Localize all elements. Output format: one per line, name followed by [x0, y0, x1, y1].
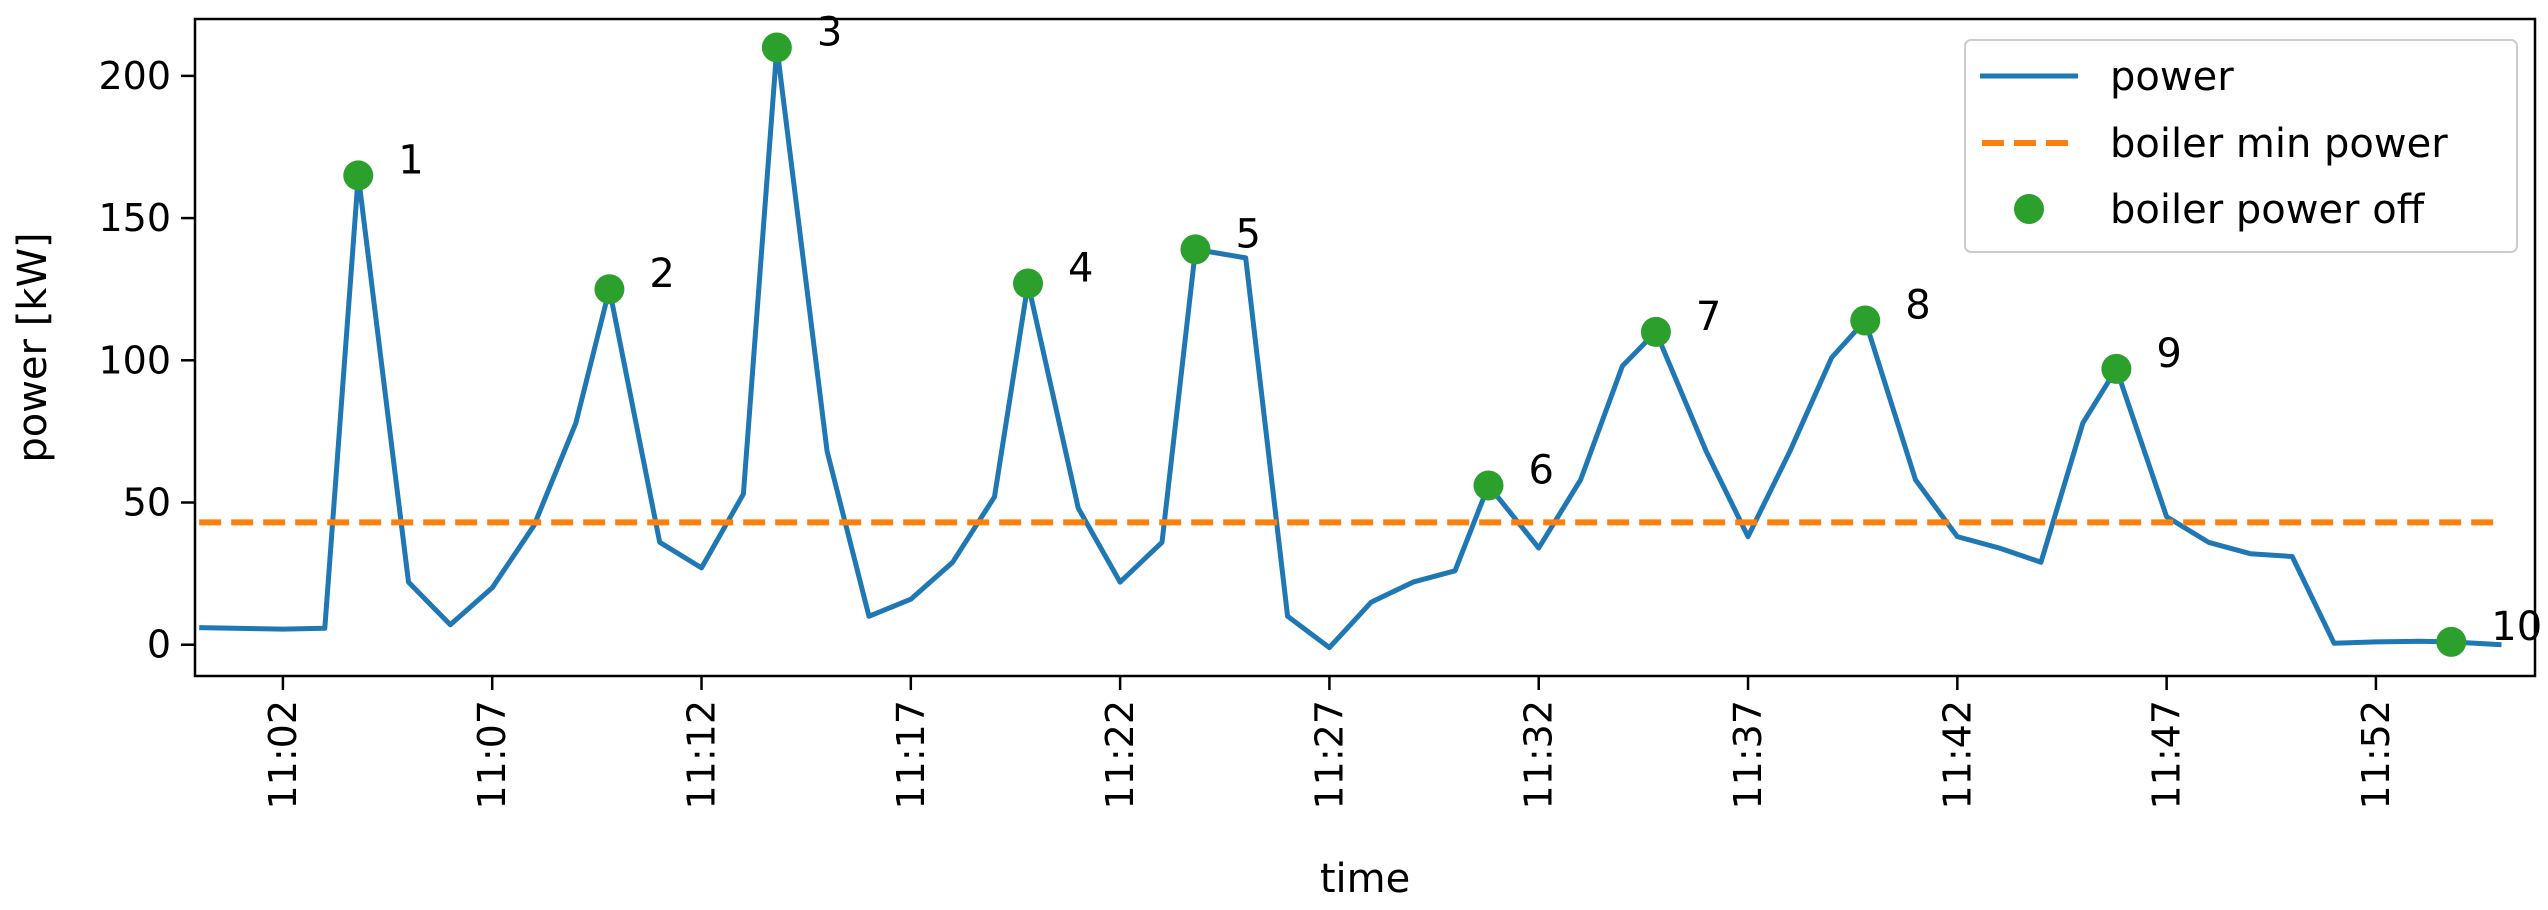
legend-label-boiler-min-power: boiler min power — [2110, 121, 2448, 167]
marker-boiler-power-off-5 — [1180, 234, 1211, 265]
marker-boiler-power-off-10 — [2436, 626, 2467, 657]
x-tick-label-8: 11:42 — [1935, 700, 1979, 810]
marker-label-8: 8 — [1905, 282, 1930, 328]
x-tick-label-10: 11:52 — [2354, 700, 2398, 810]
marker-boiler-power-off-3 — [761, 32, 792, 63]
marker-label-1: 1 — [398, 137, 423, 183]
marker-label-9: 9 — [2156, 331, 2181, 377]
x-tick-label-5: 11:27 — [1307, 700, 1351, 810]
y-axis: 0 50 100 150 200 — [98, 54, 195, 667]
legend-swatch-boiler-power-off — [2014, 194, 2044, 224]
marker-boiler-power-off-9 — [2101, 353, 2132, 384]
y-tick-label-2: 100 — [98, 338, 171, 382]
x-tick-label-6: 11:32 — [1517, 700, 1561, 810]
y-tick-label-3: 150 — [98, 196, 171, 240]
x-tick-label-0: 11:02 — [261, 700, 305, 810]
marker-label-4: 4 — [1068, 246, 1093, 292]
x-tick-label-9: 11:47 — [2145, 700, 2189, 810]
marker-label-3: 3 — [817, 9, 842, 55]
y-tick-label-1: 50 — [123, 481, 171, 525]
legend: power boiler min power boiler power off — [1964, 39, 2518, 253]
marker-label-5: 5 — [1235, 211, 1260, 257]
y-tick-label-0: 0 — [147, 623, 171, 667]
y-tick-label-4: 200 — [98, 54, 171, 98]
x-tick-label-7: 11:37 — [1726, 700, 1770, 810]
plot-frame — [193, 17, 2537, 678]
series-markers: 1 2 3 4 5 6 7 8 9 10 — [343, 9, 2542, 657]
marker-boiler-power-off-1 — [343, 160, 374, 191]
legend-box — [1964, 39, 2518, 253]
legend-label-boiler-power-off: boiler power off — [2110, 187, 2426, 233]
marker-label-2: 2 — [649, 251, 674, 297]
marker-label-10: 10 — [2491, 604, 2542, 650]
marker-boiler-power-off-2 — [594, 274, 625, 305]
x-axis: 11:02 11:07 11:12 11:17 11:22 11:27 11:32 11:37… — [261, 676, 2398, 810]
marker-boiler-power-off-8 — [1850, 305, 1881, 336]
marker-boiler-power-off-4 — [1013, 268, 1044, 299]
x-tick-label-2: 11:12 — [680, 700, 724, 810]
x-axis-label: time — [1320, 856, 1410, 902]
x-tick-label-3: 11:17 — [889, 700, 933, 810]
legend-label-power: power — [2110, 54, 2234, 100]
marker-boiler-power-off-7 — [1640, 316, 1671, 347]
x-tick-label-4: 11:22 — [1098, 700, 1142, 810]
y-axis-label: power [kW] — [10, 232, 56, 462]
marker-label-6: 6 — [1528, 447, 1553, 493]
x-tick-label-1: 11:07 — [470, 700, 514, 810]
marker-boiler-power-off-6 — [1473, 470, 1504, 501]
marker-label-7: 7 — [1696, 294, 1721, 340]
